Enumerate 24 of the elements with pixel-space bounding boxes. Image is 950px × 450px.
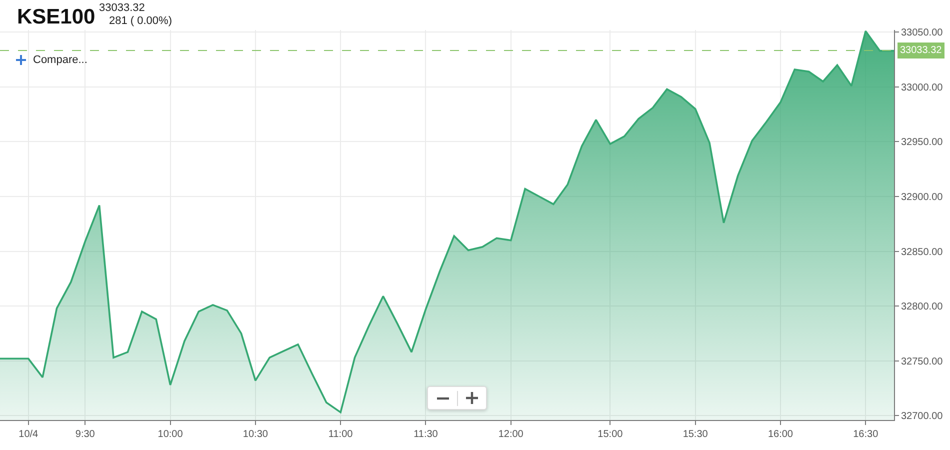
- y-tick-label: 32700.00: [901, 411, 944, 422]
- y-tick-label: 32800.00: [901, 302, 944, 313]
- text: 281 ( 0.00%): [109, 15, 172, 27]
- y-tick-label: 32950.00: [901, 137, 944, 148]
- annotation: Compare...: [33, 54, 88, 66]
- x-tick-label: 15:00: [598, 429, 624, 440]
- y-tick-label: 33000.00: [901, 82, 944, 94]
- ref-line-label: 33033.32: [900, 45, 942, 56]
- x-tick-label: 9:30: [75, 429, 96, 440]
- x-tick-label: 16:30: [853, 429, 879, 440]
- y-tick-label: 33050.00: [901, 28, 944, 39]
- x-tick-label: 15:30: [682, 429, 708, 440]
- x-tick-label: 11:00: [328, 429, 354, 440]
- x-tick-label: 12:00: [498, 429, 524, 440]
- chart-title: KSE100: [17, 5, 96, 28]
- y-tick-label: 32750.00: [901, 356, 944, 368]
- x-tick-label: 10:00: [158, 429, 184, 440]
- x-tick-label: 16:00: [768, 429, 794, 440]
- chart-subtitle: 33033.32: [99, 2, 145, 14]
- y-tick-label: 32900.00: [901, 192, 944, 204]
- x-tick-label: 11:30: [414, 429, 438, 440]
- x-tick-label: 10/4: [18, 429, 39, 440]
- y-tick-label: 32850.00: [901, 246, 944, 258]
- x-tick-label: 10:30: [242, 429, 268, 440]
